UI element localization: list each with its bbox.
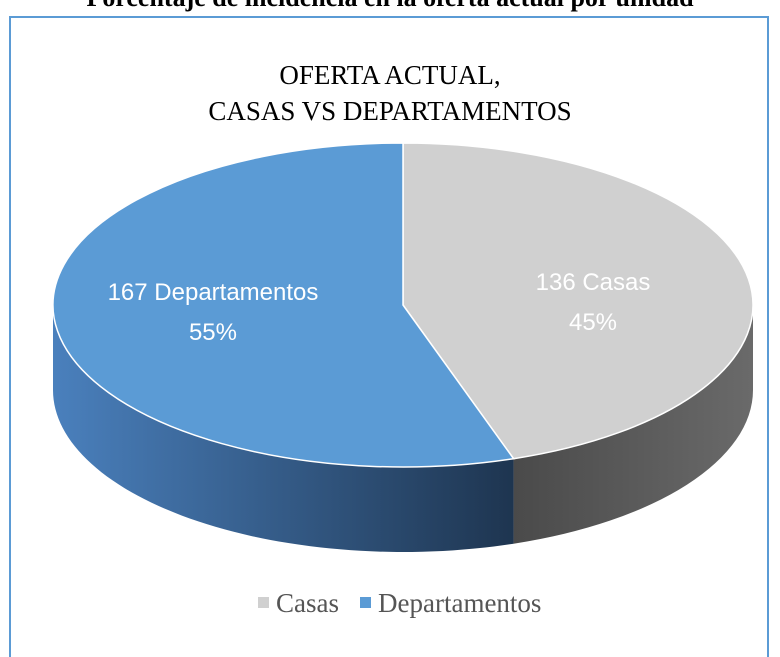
pie-slice (402, 142, 754, 460)
data-label: 45% (569, 309, 617, 336)
legend-label: Departamentos (378, 588, 541, 618)
data-label: 167 Departamentos (108, 279, 319, 306)
data-label: 55% (189, 319, 237, 346)
chart-title: CASAS VS DEPARTAMENTOS (208, 96, 571, 126)
legend-label: Casas (276, 588, 339, 618)
data-label: 136 Casas (536, 269, 651, 296)
caption: Porcentaje de incidencia en la oferta ac… (86, 0, 694, 12)
pie-side (513, 305, 753, 544)
pie-side (53, 305, 514, 553)
pie-slice (52, 142, 515, 468)
pie: 136 Casas 45% 167 Departamentos 55% (52, 142, 754, 553)
chart-title: OFERTA ACTUAL, (279, 60, 500, 90)
legend: Casas Departamentos (258, 588, 541, 618)
chart-frame (9, 16, 769, 657)
legend-swatch (360, 597, 371, 608)
legend-swatch (258, 597, 269, 608)
